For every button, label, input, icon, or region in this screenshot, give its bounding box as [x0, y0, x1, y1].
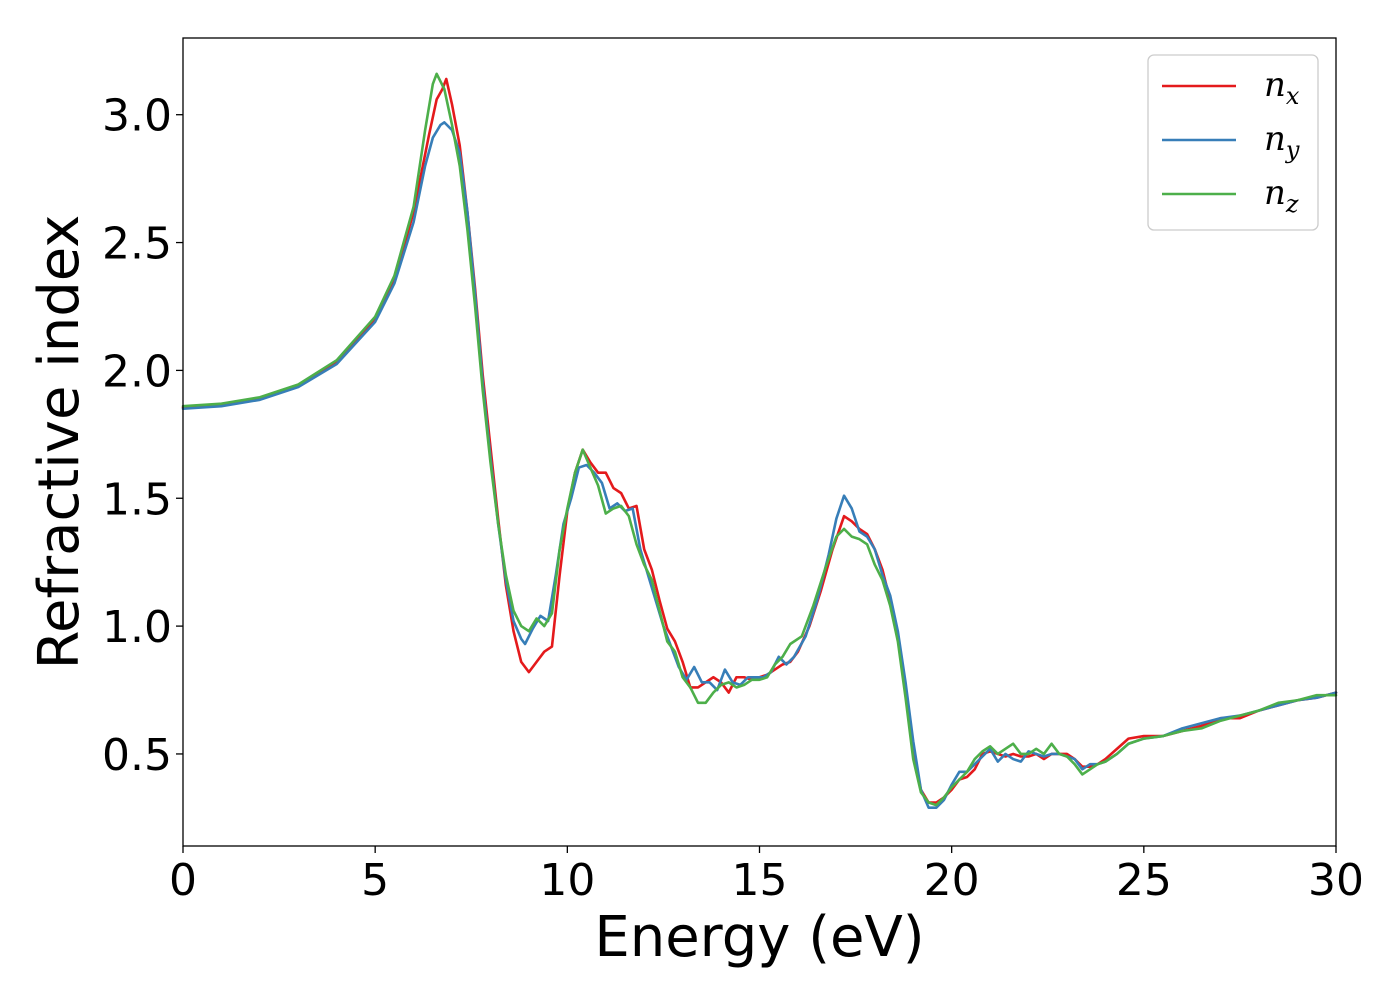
x-tick-label: 5 [361, 855, 389, 906]
y-tick-label: 2.0 [102, 346, 172, 397]
y-tick-label: 1.0 [102, 602, 172, 653]
x-tick-label: 20 [924, 855, 980, 906]
y-axis-label: Refractive index [27, 215, 92, 670]
x-tick-label: 25 [1116, 855, 1172, 906]
x-tick-label: 15 [732, 855, 788, 906]
y-tick-label: 3.0 [102, 91, 172, 142]
legend-box [1147, 54, 1319, 231]
x-tick-label: 10 [539, 855, 595, 906]
series-line-z [181, 72, 1338, 807]
series-layer [181, 72, 1338, 809]
legend: nx ny nz [1147, 54, 1319, 231]
x-tick-label: 30 [1308, 855, 1364, 906]
x-axis: 0 5 10 15 20 25 30 [169, 846, 1364, 906]
y-axis: 0.5 1.0 1.5 2.0 2.5 3.0 [102, 91, 183, 781]
x-tick-label: 0 [169, 855, 197, 906]
legend-label-x: nx [1264, 65, 1300, 110]
x-axis-label: Energy (eV) [594, 905, 924, 970]
y-tick-label: 1.5 [102, 474, 172, 525]
y-tick-label: 2.5 [102, 219, 172, 270]
y-tick-label: 0.5 [102, 730, 172, 781]
legend-label-y: ny [1264, 119, 1300, 164]
legend-label-z: nz [1264, 173, 1299, 218]
